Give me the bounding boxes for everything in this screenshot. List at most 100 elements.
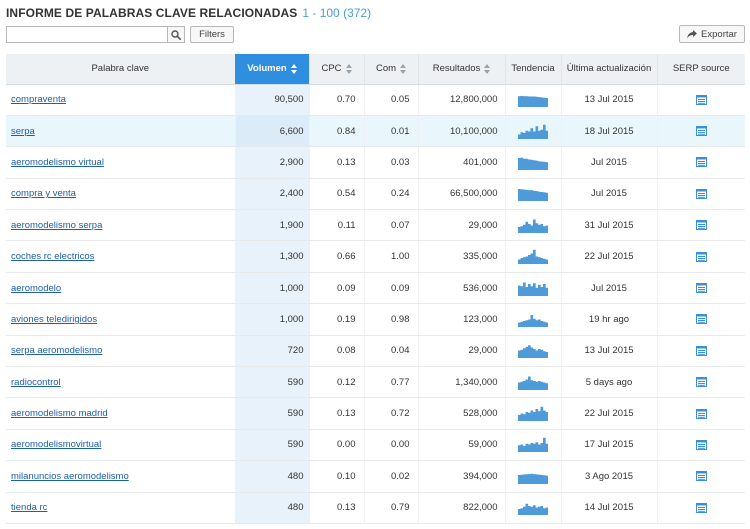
page-title: INFORME DE PALABRAS CLAVE RELACIONADAS (6, 6, 298, 20)
trend-bar (540, 320, 544, 327)
trend-bar (530, 410, 534, 422)
col-header-volume[interactable]: Volumen (234, 54, 309, 85)
table-row: radiocontrol 590 0.12 0.77 1,340,000 5 days a… (6, 366, 745, 399)
trend-bar (535, 191, 539, 202)
trend-sparkline (518, 376, 548, 390)
keyword-link[interactable]: aeromodelo (11, 282, 62, 294)
keyword-link[interactable]: serpa aeromodelismo (11, 345, 103, 357)
list-icon[interactable] (695, 283, 707, 294)
updated-cell: 18 Jul 2015 (560, 115, 657, 148)
trend-sparkline (518, 282, 548, 296)
trend-bar (543, 258, 546, 265)
trend-bar (538, 161, 541, 170)
trend-bar (525, 444, 529, 453)
trend-bar (520, 285, 524, 296)
col-header-cpc[interactable]: CPC (308, 54, 364, 85)
trend-bar (540, 381, 544, 390)
trend-bar (523, 507, 526, 516)
trend-bar (523, 380, 526, 390)
trend-bar (525, 504, 529, 516)
col-header-keyword[interactable]: Palabra clave (6, 54, 235, 85)
keyword-cell: compra y venta (6, 178, 235, 211)
volume-cell: 2,400 (234, 178, 309, 211)
trend-bar (520, 350, 524, 359)
keyword-link[interactable]: compra y venta (11, 188, 76, 200)
trend-bar (528, 412, 531, 422)
keyword-link[interactable]: aviones teledirigidos (11, 313, 98, 325)
keyword-link[interactable]: serpa (11, 125, 35, 137)
updated-cell: Jul 2015 (560, 178, 657, 211)
keyword-cell: serpa aeromodelismo (6, 335, 235, 368)
trend-bar (528, 376, 531, 390)
trend-bar (543, 226, 546, 233)
trend-bar (523, 132, 526, 139)
list-icon[interactable] (695, 220, 707, 231)
list-icon[interactable] (695, 502, 707, 513)
filters-button[interactable]: Filters (190, 26, 234, 43)
trend-bar (535, 160, 539, 170)
trend-bar (535, 125, 539, 139)
trend-bar (540, 286, 544, 296)
trend-bar (545, 193, 548, 202)
list-icon[interactable] (695, 314, 707, 325)
keyword-link[interactable]: aeromodelismo virtual (11, 156, 104, 168)
keyword-link[interactable]: aeromodelismovirtual (11, 439, 102, 451)
volume-cell: 590 (234, 397, 309, 430)
trend-sparkline (518, 249, 548, 265)
trend-bar (530, 507, 534, 516)
trend-bar (520, 189, 524, 202)
keyword-cell: aeromodelismo madrid (6, 397, 235, 430)
trend-bar (545, 225, 548, 233)
search-input[interactable] (6, 26, 168, 43)
list-icon[interactable] (695, 377, 707, 388)
keyword-link[interactable]: compraventa (11, 94, 66, 106)
keyword-link[interactable]: aeromodelismo serpa (11, 219, 103, 231)
trend-bar (545, 352, 548, 359)
trend-bar (540, 161, 544, 170)
updated-cell: 19 hr ago (560, 303, 657, 336)
results-cell: 10,100,000 (417, 115, 505, 148)
list-icon[interactable] (695, 188, 707, 199)
updated-cell: 22 Jul 2015 (560, 240, 657, 273)
keyword-link[interactable]: coches rc electricos (11, 251, 95, 263)
trend-bar (535, 474, 539, 484)
export-button[interactable]: Exportar (679, 25, 745, 43)
col-header-results[interactable]: Resultados (417, 54, 505, 85)
trend-bar (540, 350, 544, 359)
keyword-cell: milanuncios aeromodelismo (6, 460, 235, 493)
trend-bar (543, 475, 546, 484)
list-icon[interactable] (695, 251, 707, 262)
trend-bar (525, 286, 529, 296)
search-button[interactable] (167, 26, 185, 43)
cpc-cell: 0.54 (308, 178, 364, 211)
trend-bar (528, 96, 531, 108)
keyword-link[interactable]: aeromodelismo madrid (11, 408, 108, 420)
trend-sparkline (518, 157, 548, 170)
list-icon[interactable] (695, 345, 707, 356)
trend-cell (504, 303, 561, 336)
trend-bar (533, 282, 536, 296)
trend-bar (520, 258, 524, 265)
keyword-link[interactable]: tienda rc (11, 502, 48, 514)
result-range: 1 - 100 (372) (302, 6, 372, 20)
list-icon[interactable] (695, 471, 707, 482)
list-icon[interactable] (695, 157, 707, 168)
trend-bar (525, 130, 529, 139)
list-icon[interactable] (695, 94, 707, 105)
list-icon[interactable] (695, 126, 707, 137)
list-icon[interactable] (695, 439, 707, 450)
col-header-com[interactable]: Com (363, 54, 418, 85)
serp-source-cell (656, 178, 745, 211)
results-cell: 536,000 (417, 272, 505, 305)
results-cell: 66,500,000 (417, 178, 505, 211)
cpc-cell: 0.10 (308, 460, 364, 493)
table-row: coches rc electricos 1,300 0.66 1.00 335,000… (6, 240, 745, 273)
sort-icon (345, 63, 352, 74)
trend-bar (523, 189, 526, 202)
keyword-link[interactable]: milanuncios aeromodelismo (11, 470, 129, 482)
list-icon[interactable] (695, 408, 707, 419)
results-cell: 59,000 (417, 429, 505, 462)
trend-bar (518, 96, 521, 108)
com-cell: 0.01 (363, 115, 418, 148)
keyword-link[interactable]: radiocontrol (11, 376, 61, 388)
